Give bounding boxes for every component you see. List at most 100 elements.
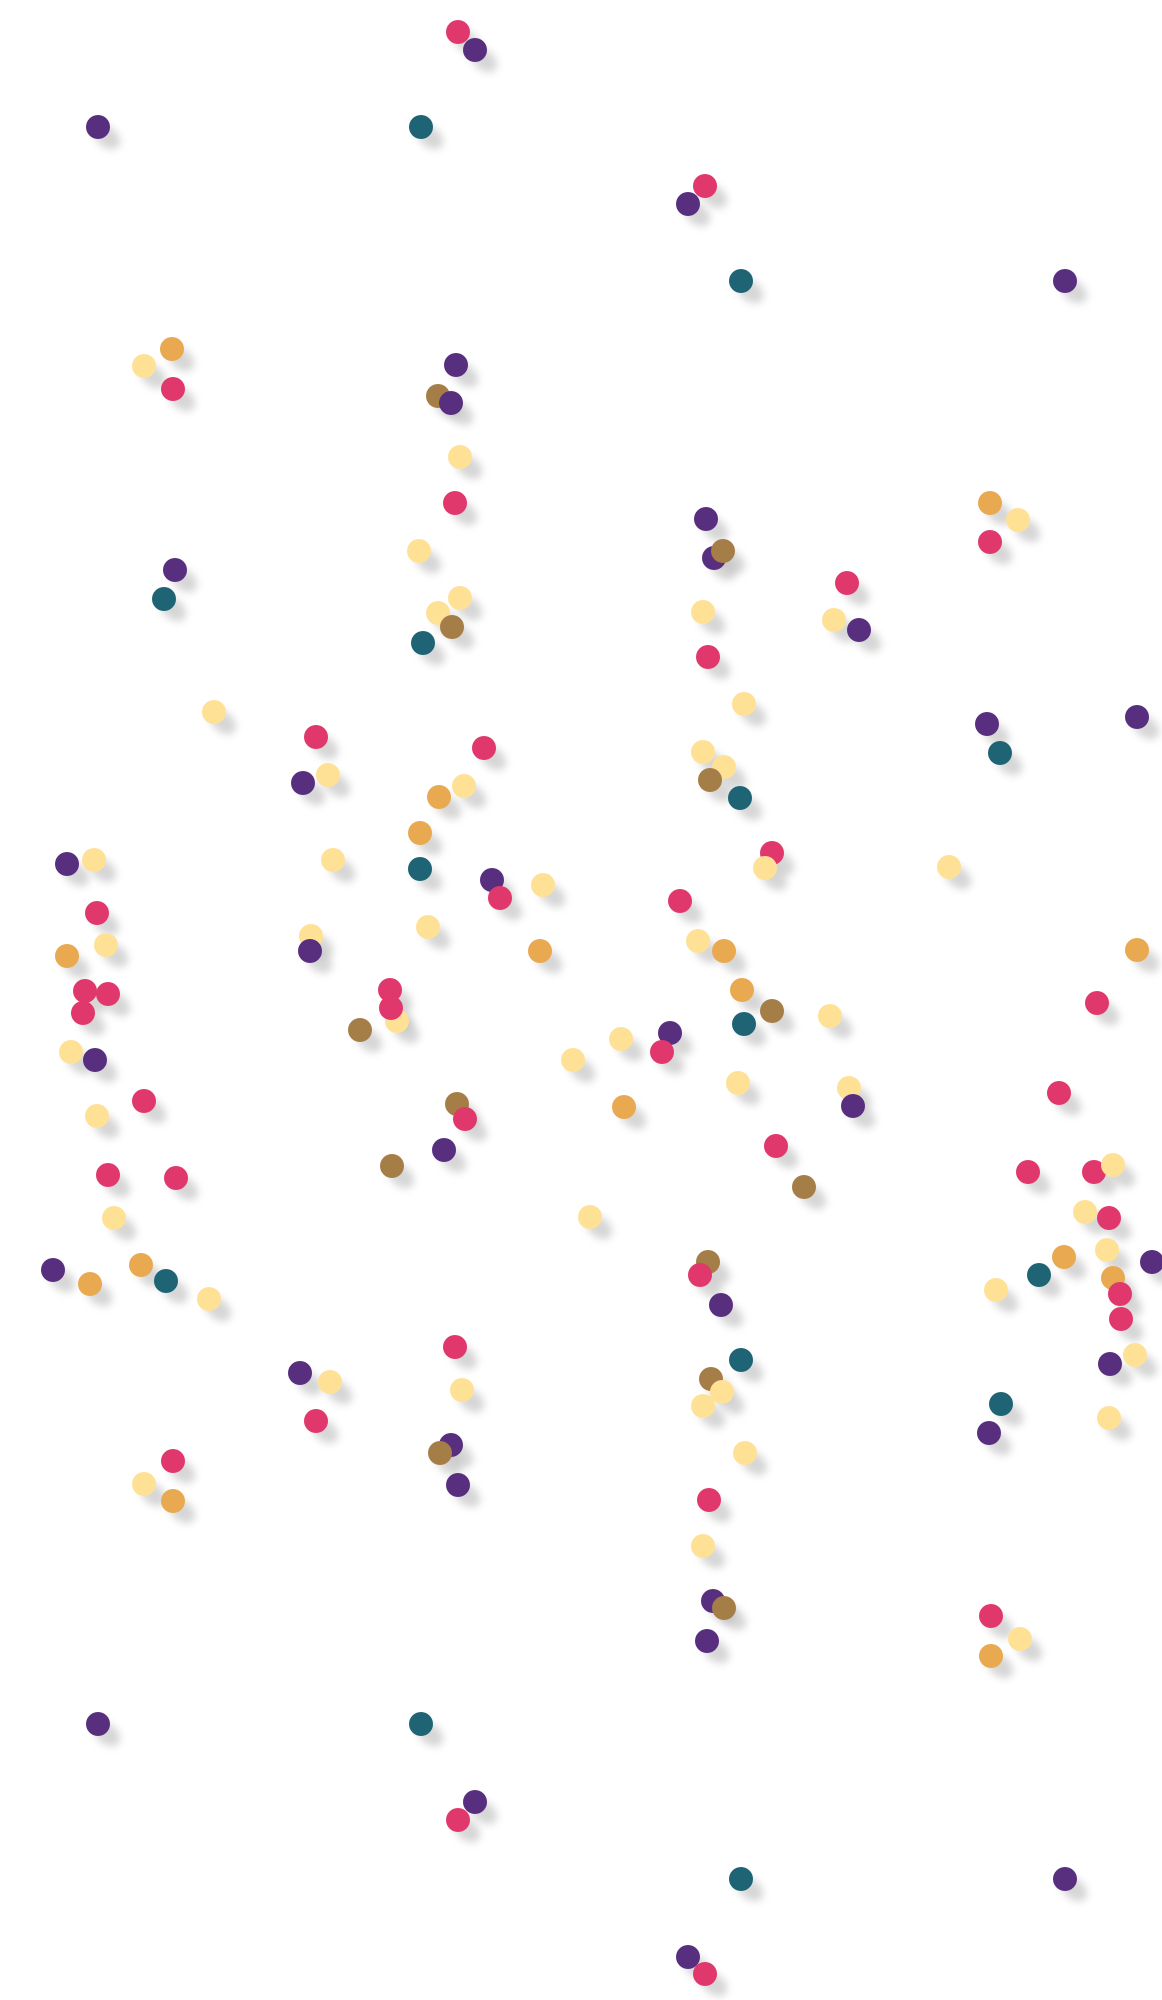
confetti-dot-purple — [432, 1138, 456, 1162]
confetti-dot-teal — [411, 631, 435, 655]
confetti-dot-yellow — [102, 1206, 126, 1230]
confetti-dot-orange — [408, 821, 432, 845]
confetti-dot-magenta — [696, 645, 720, 669]
confetti-dot-yellow — [710, 1380, 734, 1404]
confetti-dot-orange — [427, 785, 451, 809]
confetti-dot-brown — [440, 615, 464, 639]
confetti-dot-magenta — [443, 1335, 467, 1359]
confetti-dot-magenta — [978, 530, 1002, 554]
confetti-dot-yellow — [94, 933, 118, 957]
confetti-dot-purple — [86, 115, 110, 139]
confetti-dot-yellow — [1097, 1406, 1121, 1430]
confetti-dot-yellow — [1008, 1627, 1032, 1651]
confetti-dot-magenta — [85, 901, 109, 925]
confetti-dot-magenta — [1082, 1160, 1106, 1184]
confetti-dot-yellow — [202, 700, 226, 724]
confetti-dot-yellow — [691, 1394, 715, 1418]
confetti-dot-purple — [291, 771, 315, 795]
confetti-dot-yellow — [732, 692, 756, 716]
confetti-dot-yellow — [691, 740, 715, 764]
confetti-dot-yellow — [448, 445, 472, 469]
confetti-dot-purple — [676, 192, 700, 216]
confetti-dot-yellow — [753, 856, 777, 880]
confetti-dot-magenta — [96, 982, 120, 1006]
confetti-dot-yellow — [82, 848, 106, 872]
confetti-dot-magenta — [73, 979, 97, 1003]
confetti-dot-purple — [695, 1629, 719, 1653]
confetti-dot-magenta — [304, 725, 328, 749]
confetti-dot-magenta — [688, 1263, 712, 1287]
confetti-dot-purple — [1125, 705, 1149, 729]
confetti-dot-magenta — [132, 1089, 156, 1113]
confetti-dot-teal — [408, 857, 432, 881]
confetti-dot-teal — [989, 1392, 1013, 1416]
confetti-dot-magenta — [488, 886, 512, 910]
confetti-dot-yellow — [984, 1278, 1008, 1302]
confetti-dot-brown — [792, 1175, 816, 1199]
confetti-dot-orange — [161, 1489, 185, 1513]
confetti-dot-yellow — [321, 848, 345, 872]
confetti-dot-teal — [728, 786, 752, 810]
confetti-dot-orange — [612, 1095, 636, 1119]
confetti-dot-magenta — [1108, 1282, 1132, 1306]
confetti-dot-magenta — [764, 1134, 788, 1158]
confetti-dot-orange — [160, 337, 184, 361]
confetti-dot-yellow — [1095, 1238, 1119, 1262]
confetti-dot-yellow — [1073, 1200, 1097, 1224]
confetti-dot-yellow — [132, 354, 156, 378]
confetti-dot-yellow — [691, 1534, 715, 1558]
confetti-dot-yellow — [561, 1048, 585, 1072]
confetti-dot-purple — [463, 38, 487, 62]
confetti-dot-purple — [841, 1094, 865, 1118]
confetti-dot-brown — [711, 539, 735, 563]
confetti-dot-magenta — [161, 377, 185, 401]
confetti-dot-magenta — [979, 1604, 1003, 1628]
confetti-dot-purple — [86, 1712, 110, 1736]
confetti-dot-teal — [1027, 1263, 1051, 1287]
confetti-dot-purple — [439, 391, 463, 415]
confetti-dot-yellow — [318, 1370, 342, 1394]
confetti-dot-brown — [712, 1596, 736, 1620]
confetti-dot-magenta — [1016, 1160, 1040, 1184]
confetti-dot-yellow — [197, 1287, 221, 1311]
confetti-dot-magenta — [379, 996, 403, 1020]
confetti-dot-yellow — [1101, 1153, 1125, 1177]
confetti-dot-yellow — [416, 915, 440, 939]
confetti-dot-teal — [409, 115, 433, 139]
confetti-dot-yellow — [531, 873, 555, 897]
confetti-dot-orange — [1052, 1245, 1076, 1269]
confetti-dot-teal — [988, 741, 1012, 765]
confetti-dot-yellow — [726, 1071, 750, 1095]
confetti-dots — [41, 20, 1162, 1986]
confetti-dot-yellow — [578, 1205, 602, 1229]
confetti-dot-yellow — [818, 1004, 842, 1028]
confetti-dot-yellow — [407, 539, 431, 563]
confetti-dot-purple — [1053, 269, 1077, 293]
confetti-dot-magenta — [164, 1166, 188, 1190]
confetti-dot-magenta — [453, 1107, 477, 1131]
confetti-dot-purple — [298, 939, 322, 963]
confetti-dot-purple — [1098, 1352, 1122, 1376]
confetti-dot-magenta — [71, 1001, 95, 1025]
confetti-dot-yellow — [822, 608, 846, 632]
confetti-dot-magenta — [1097, 1206, 1121, 1230]
confetti-dot-yellow — [85, 1104, 109, 1128]
confetti-dot-yellow — [837, 1076, 861, 1100]
confetti-dot-teal — [729, 269, 753, 293]
confetti-dot-brown — [380, 1154, 404, 1178]
confetti-dot-teal — [729, 1867, 753, 1891]
confetti-dot-magenta — [96, 1163, 120, 1187]
confetti-dot-orange — [528, 939, 552, 963]
confetti-dot-magenta — [1085, 991, 1109, 1015]
confetti-dot-magenta — [1109, 1307, 1133, 1331]
confetti-dot-orange — [78, 1272, 102, 1296]
confetti-dot-yellow — [686, 929, 710, 953]
confetti-dot-magenta — [693, 1962, 717, 1986]
confetti-dot-purple — [1053, 1867, 1077, 1891]
confetti-dot-teal — [729, 1348, 753, 1372]
confetti-dot-yellow — [316, 763, 340, 787]
confetti-dot-brown — [348, 1018, 372, 1042]
confetti-dot-magenta — [693, 174, 717, 198]
confetti-dot-orange — [712, 939, 736, 963]
